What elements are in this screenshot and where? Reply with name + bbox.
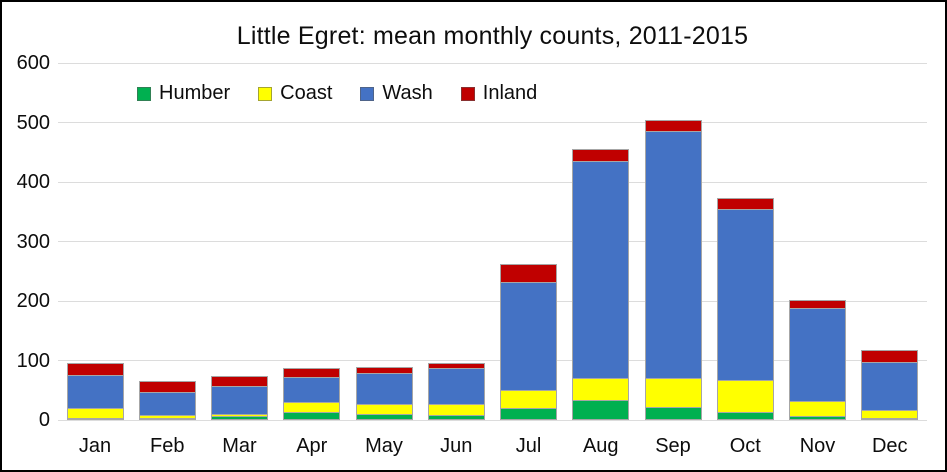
x-tick-label-aug: Aug — [582, 435, 619, 457]
bar-group-feb — [138, 380, 196, 420]
bar-segment-humber-feb — [138, 417, 196, 420]
legend-item-wash: Wash — [360, 82, 433, 105]
x-tick-label-jan: Jan — [78, 435, 112, 457]
bar-segment-humber-aug — [572, 400, 630, 420]
bar-segment-wash-mar — [211, 386, 268, 415]
x-tick-label-dec: Dec — [871, 435, 908, 457]
bar-segment-wash-aug — [572, 161, 630, 379]
bar-group-jun — [427, 362, 485, 420]
x-tick-label-jun: Jun — [440, 435, 473, 457]
legend-swatch-humber-icon — [137, 86, 151, 101]
bar-segment-humber-may — [355, 413, 413, 420]
x-tick-label-jul: Jul — [515, 435, 542, 457]
bar-segment-coast-sep — [644, 378, 702, 408]
bar-segment-wash-dec — [861, 361, 919, 411]
bar-segment-wash-jan — [66, 375, 124, 410]
y-tick-label-0: 0 — [38, 409, 50, 431]
legend-label-inland: Inland — [482, 82, 538, 104]
legend-swatch-wash-icon — [360, 86, 375, 101]
bar-segment-wash-jul — [500, 281, 557, 392]
legend-swatch-inland-icon — [460, 86, 475, 101]
gridline-500 — [58, 122, 927, 123]
bar-segment-coast-jul — [500, 390, 557, 410]
legend: Humber Coast Wash Inland — [137, 82, 537, 105]
bar-segment-humber-nov — [789, 415, 846, 420]
bar-group-may — [355, 366, 413, 420]
gridline-200 — [58, 300, 927, 302]
legend-item-humber: Humber — [137, 82, 230, 105]
y-tick-label-100: 100 — [16, 349, 50, 372]
bar-group-aug — [572, 149, 630, 420]
bar-group-sep — [644, 119, 702, 420]
y-tick-label-600: 600 — [16, 52, 50, 74]
legend-swatch-coast-icon — [258, 86, 273, 101]
x-tick-label-mar: Mar — [222, 435, 257, 457]
legend-label-coast: Coast — [280, 82, 333, 104]
gridline-300 — [58, 241, 927, 242]
x-tick-label-oct: Oct — [729, 435, 761, 457]
bar-segment-humber-oct — [716, 411, 774, 420]
legend-item-inland: Inland — [460, 82, 538, 105]
y-tick-label-400: 400 — [16, 171, 50, 193]
bar-segment-inland-jul — [500, 264, 557, 283]
bar-segment-humber-jul — [500, 408, 557, 420]
x-tick-label-may: May — [365, 435, 403, 457]
bar-segment-coast-oct — [716, 380, 774, 413]
gridline-600 — [58, 62, 927, 64]
gridline-400 — [58, 181, 927, 183]
bar-segment-coast-aug — [572, 377, 630, 402]
bar-segment-humber-mar — [211, 416, 268, 420]
bar-segment-humber-jun — [427, 414, 485, 420]
bar-segment-wash-sep — [644, 131, 702, 380]
bar-segment-humber-dec — [861, 418, 919, 420]
y-tick-label-500: 500 — [16, 111, 50, 134]
chart-title: Little Egret: mean monthly counts, 2011-… — [236, 22, 749, 50]
x-tick-label-apr: Apr — [296, 435, 328, 457]
legend-item-coast: Coast — [258, 82, 332, 105]
bar-group-jul — [500, 264, 557, 420]
bar-group-jan — [66, 363, 124, 420]
bar-segment-humber-apr — [283, 412, 341, 420]
bar-group-mar — [211, 375, 268, 420]
x-tick-label-nov: Nov — [799, 435, 836, 457]
bar-segment-wash-may — [355, 372, 413, 406]
bar-group-dec — [861, 350, 919, 420]
bar-group-nov — [789, 299, 846, 420]
bar-segment-wash-feb — [138, 391, 196, 417]
bar-segment-humber-sep — [644, 406, 702, 420]
bar-segment-humber-jan — [66, 418, 124, 420]
plot-area: 0 100 200 300 400 500 600 Jan Feb Mar Apr May Jun Jul… — [17, 53, 927, 457]
bar-segment-wash-jun — [427, 368, 485, 406]
gridline-100 — [58, 360, 927, 361]
bar-segment-coast-nov — [789, 400, 846, 417]
y-tick-label-200: 200 — [16, 290, 50, 312]
legend-label-humber: Humber — [159, 82, 231, 104]
legend-label-wash: Wash — [382, 82, 433, 104]
bar-segment-wash-nov — [789, 307, 846, 402]
bar-segment-wash-apr — [283, 376, 341, 404]
bar-group-apr — [283, 367, 341, 420]
x-tick-label-feb: Feb — [150, 435, 185, 457]
bar-segment-wash-oct — [716, 208, 774, 382]
x-tick-label-sep: Sep — [655, 435, 691, 457]
y-tick-label-300: 300 — [16, 230, 50, 253]
bar-group-oct — [716, 198, 774, 420]
gridline-0 — [58, 419, 927, 421]
